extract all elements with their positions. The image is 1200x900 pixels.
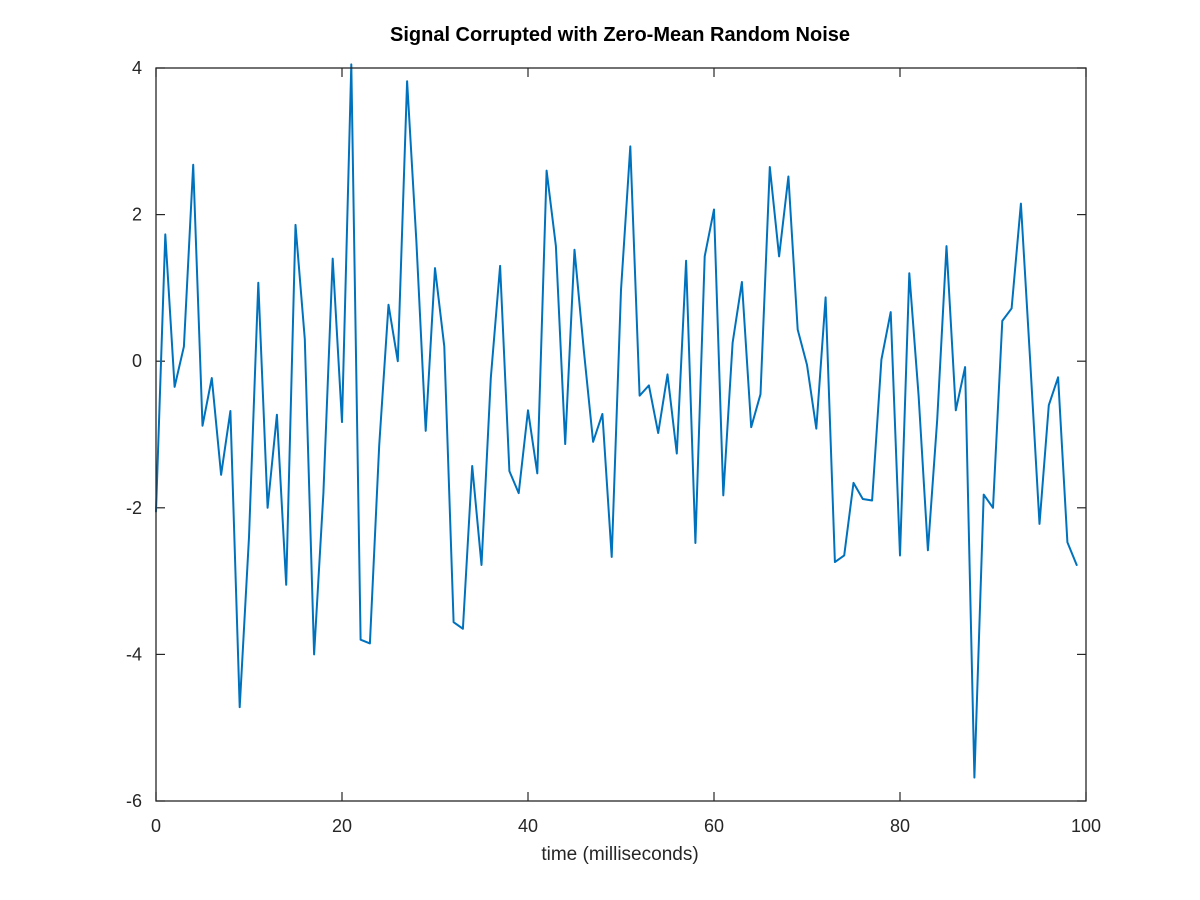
x-tick-label: 80 xyxy=(890,816,910,836)
y-tick-label: -6 xyxy=(126,791,142,811)
x-tick-label: 40 xyxy=(518,816,538,836)
series-layer xyxy=(155,63,1078,779)
y-tick-label: 4 xyxy=(132,58,142,78)
y-tick-label: -2 xyxy=(126,498,142,518)
x-axis-label: time (milliseconds) xyxy=(541,844,698,865)
chart-title: Signal Corrupted with Zero-Mean Random N… xyxy=(390,24,850,46)
y-tick-label: 0 xyxy=(132,351,142,371)
x-tick-label: 20 xyxy=(332,816,352,836)
y-tick-label: -4 xyxy=(126,644,142,664)
x-tick-label: 100 xyxy=(1071,816,1101,836)
x-tick-label: 60 xyxy=(704,816,724,836)
plot-area-border xyxy=(155,67,1087,802)
x-tick-label: 0 xyxy=(151,816,161,836)
axis-ticks xyxy=(155,67,1087,802)
y-tick-label: 2 xyxy=(132,205,142,225)
tick-labels: 0 20 40 60 80 100 -6 -4 -2 0 2 4 xyxy=(126,58,1101,836)
series-line-0 xyxy=(155,63,1078,779)
